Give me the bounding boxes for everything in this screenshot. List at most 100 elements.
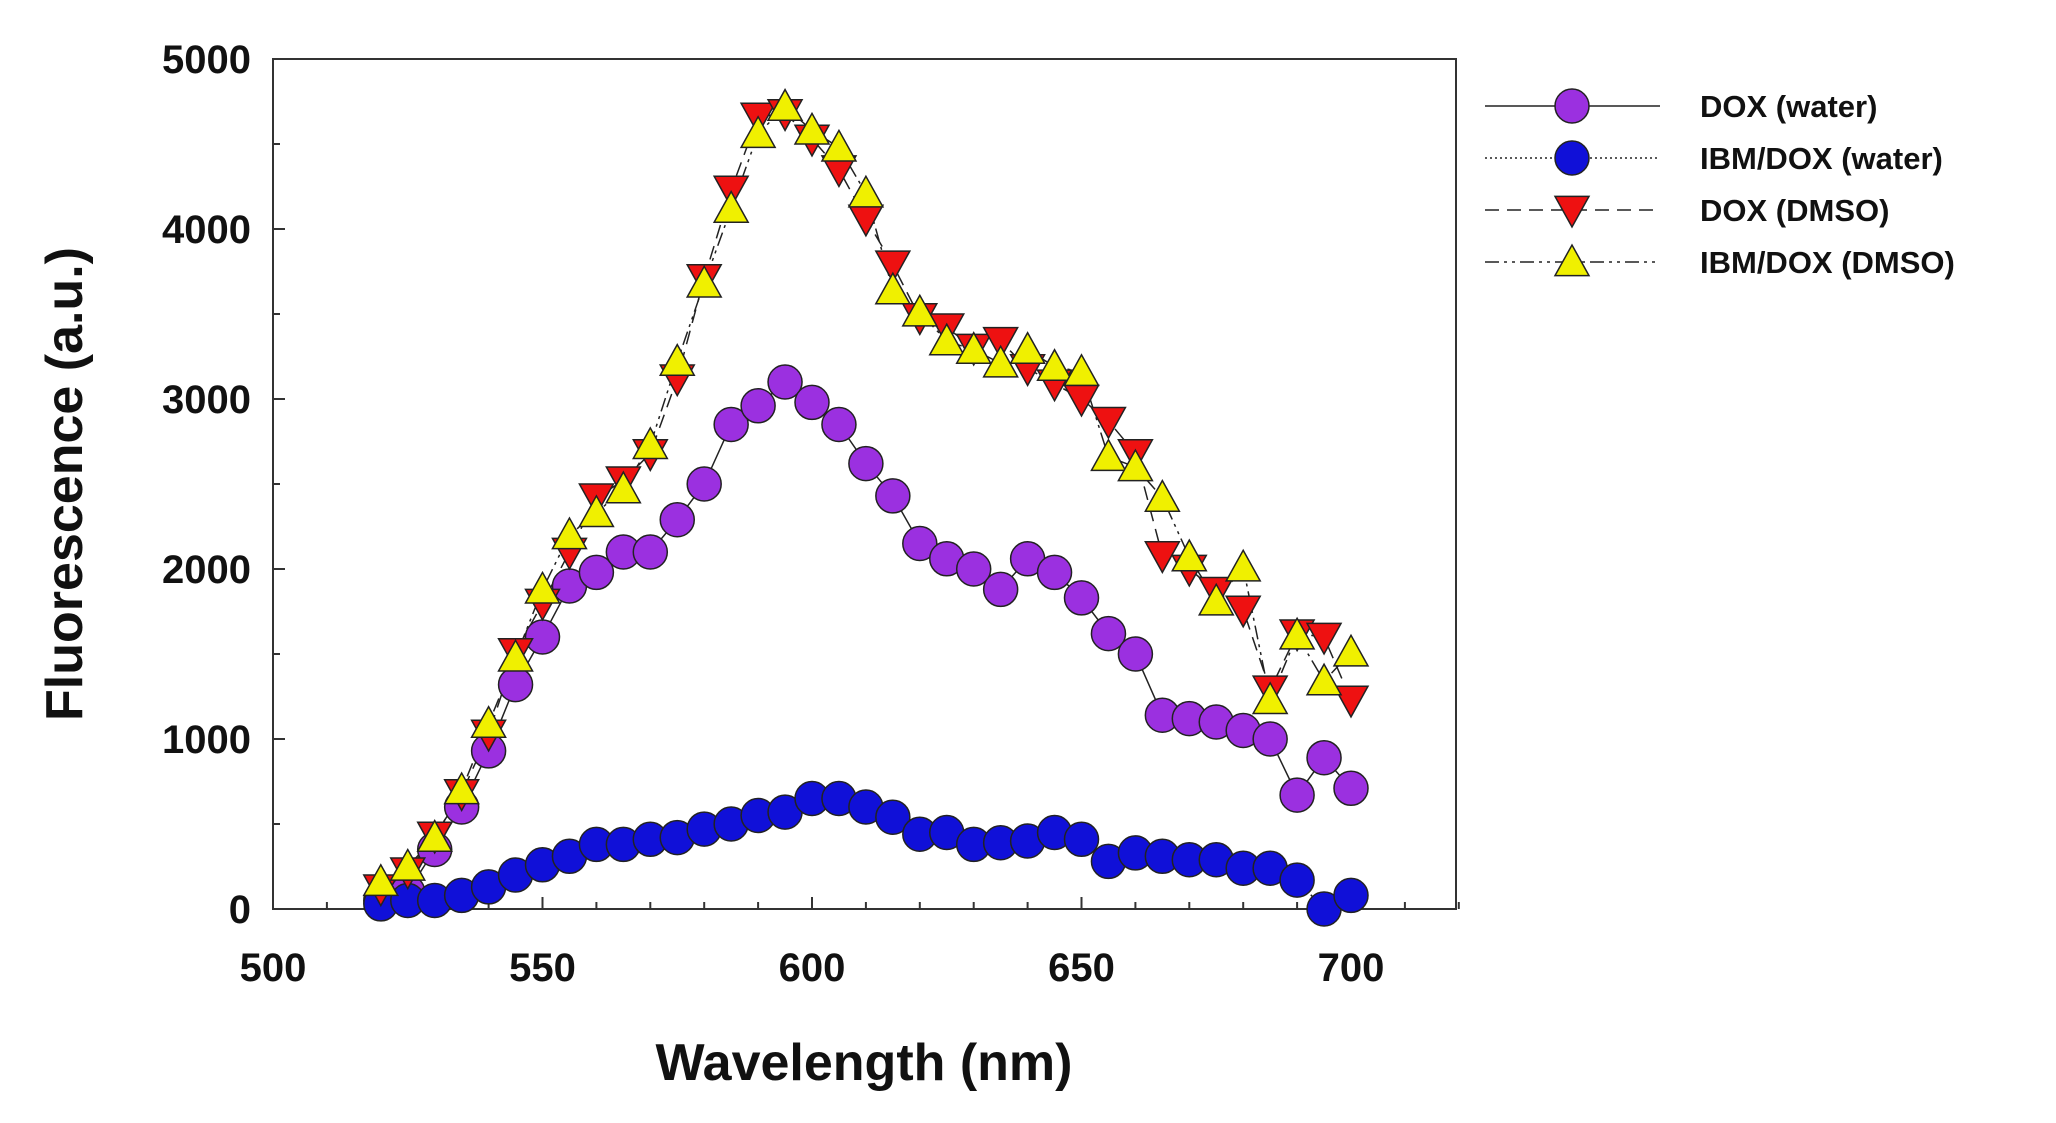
data-point-ibm-dox-dmso — [685, 264, 723, 298]
data-point-ibm-dox-dmso — [847, 174, 885, 208]
data-point-ibm-dox-dmso — [632, 426, 669, 460]
data-point-ibm-dox-dmso — [389, 847, 427, 881]
data-point-ibm-dox-dmso — [605, 470, 642, 504]
legend-marker — [1554, 140, 1590, 176]
data-point-dox-dmso — [847, 204, 885, 238]
legend: DOX (water) IBM/DOX (water) DOX (DMSO) IBM/… — [1485, 88, 1955, 280]
data-point-ibm-dox-dmso — [820, 128, 858, 162]
data-point-ibm-dox-dmso — [982, 344, 1019, 378]
x-tick-label: 500 — [240, 946, 307, 990]
data-point-ibm-dox-dmso — [416, 819, 453, 852]
data-point-ibm-dox-dmso — [874, 271, 912, 305]
data-point-ibm-dox-dmso — [1171, 538, 1208, 572]
legend-entry-dox-water: DOX (water) — [1485, 88, 1877, 124]
data-point-ibm-dox-dmso — [712, 190, 750, 223]
data-point-ibm-dox-dmso — [1090, 438, 1127, 472]
data-point-dox-water — [659, 501, 695, 538]
data-point-ibm-dox-dmso — [1009, 331, 1046, 365]
data-point-ibm-dox-dmso — [1197, 582, 1235, 616]
data-point-ibm-dox-dmso — [1036, 348, 1073, 382]
data-point-dox-water — [686, 466, 722, 502]
data-point-dox-water — [1252, 721, 1288, 757]
legend-entry-dox-dmso: DOX (DMSO) — [1485, 193, 1889, 229]
data-point-ibm-dox-dmso — [1278, 616, 1316, 650]
y-axis-label: Fluorescence (a.u.) — [36, 247, 94, 721]
data-point-ibm-dox-dmso — [362, 863, 400, 897]
data-point-dox-water — [1333, 770, 1369, 807]
legend-label: DOX (water) — [1700, 89, 1877, 124]
data-point-ibm-dox-dmso — [1063, 353, 1100, 387]
series-ibm-dox-water — [363, 780, 1369, 927]
data-point-dox-water — [1279, 777, 1315, 813]
data-point-dox-dmso — [1332, 685, 1370, 719]
data-point-ibm-dox-dmso — [470, 705, 507, 739]
y-tick-label: 1000 — [162, 718, 251, 762]
data-point-dox-water — [1090, 615, 1127, 652]
data-point-ibm-dox-water — [875, 799, 911, 835]
legend-label: IBM/DOX (DMSO) — [1700, 245, 1955, 280]
data-point-dox-water — [1306, 739, 1342, 776]
data-point-dox-water — [713, 406, 749, 443]
data-point-dox-water — [982, 571, 1019, 608]
legend-marker — [1554, 88, 1590, 124]
data-point-ibm-dox-dmso — [901, 293, 939, 327]
data-point-dox-dmso — [1144, 541, 1181, 574]
data-point-ibm-dox-dmso — [739, 115, 777, 149]
data-point-ibm-dox-dmso — [1251, 681, 1289, 715]
legend-label: IBM/DOX (water) — [1700, 141, 1943, 176]
data-point-dox-water — [1117, 636, 1154, 672]
legend-entry-ibm-dox-dmso: IBM/DOX (DMSO) — [1485, 243, 1955, 280]
data-point-ibm-dox-dmso — [524, 570, 561, 604]
series-dox-dmso — [362, 99, 1370, 908]
legend-marker — [1553, 195, 1591, 229]
data-point-dox-water — [821, 406, 857, 443]
data-point-dox-dmso — [982, 326, 1019, 360]
legend-entry-ibm-dox-water: IBM/DOX (water) — [1485, 140, 1943, 176]
data-point-dox-water — [794, 384, 830, 421]
data-point-dox-water — [1036, 554, 1073, 591]
data-point-ibm-dox-dmso — [955, 331, 992, 365]
data-point-ibm-dox-water — [1333, 877, 1369, 914]
x-tick-label: 600 — [779, 946, 846, 990]
data-point-ibm-dox-water — [1279, 862, 1315, 898]
data-point-ibm-dox-dmso — [766, 88, 804, 121]
x-tick-label: 650 — [1048, 946, 1115, 990]
x-tick-label: 550 — [509, 946, 576, 990]
data-point-ibm-dox-dmso — [928, 322, 966, 356]
data-point-ibm-dox-water — [1063, 821, 1100, 858]
y-tick-label: 3000 — [162, 378, 251, 422]
data-point-dox-water — [524, 619, 561, 655]
data-point-dox-dmso — [1090, 406, 1127, 440]
data-point-ibm-dox-dmso — [551, 516, 588, 550]
data-point-ibm-dox-dmso — [1305, 662, 1343, 696]
data-point-dox-dmso — [1224, 595, 1262, 629]
data-point-ibm-dox-dmso — [1117, 448, 1154, 482]
series-ibm-dox-dmso — [362, 88, 1370, 897]
data-point-ibm-dox-dmso — [578, 494, 615, 528]
data-point-dox-water — [955, 551, 992, 587]
data-point-dox-water — [740, 388, 776, 424]
y-tick-label: 2000 — [162, 548, 251, 592]
legend-marker — [1553, 243, 1591, 277]
x-tick-label: 700 — [1318, 946, 1385, 990]
data-point-dox-water — [632, 534, 669, 570]
data-point-ibm-dox-dmso — [443, 771, 480, 805]
data-point-ibm-dox-dmso — [497, 638, 534, 672]
data-point-dox-water — [875, 478, 911, 514]
data-point-dox-dmso — [874, 250, 912, 284]
data-point-dox-water — [848, 445, 884, 482]
data-point-ibm-dox-dmso — [1144, 479, 1181, 512]
data-point-dox-water — [767, 364, 803, 400]
data-point-ibm-dox-dmso — [1332, 633, 1370, 667]
data-point-dox-water — [578, 554, 615, 591]
data-point-ibm-dox-dmso — [793, 111, 831, 145]
y-tick-label: 5000 — [162, 38, 251, 82]
y-tick-label: 0 — [229, 888, 251, 932]
data-point-dox-water — [497, 666, 534, 703]
legend-label: DOX (DMSO) — [1700, 193, 1889, 228]
data-point-ibm-dox-dmso — [1224, 548, 1262, 582]
x-axis-label: Wavelength (nm) — [656, 1034, 1073, 1092]
data-point-ibm-dox-dmso — [658, 343, 696, 376]
data-point-dox-water — [1063, 580, 1100, 616]
